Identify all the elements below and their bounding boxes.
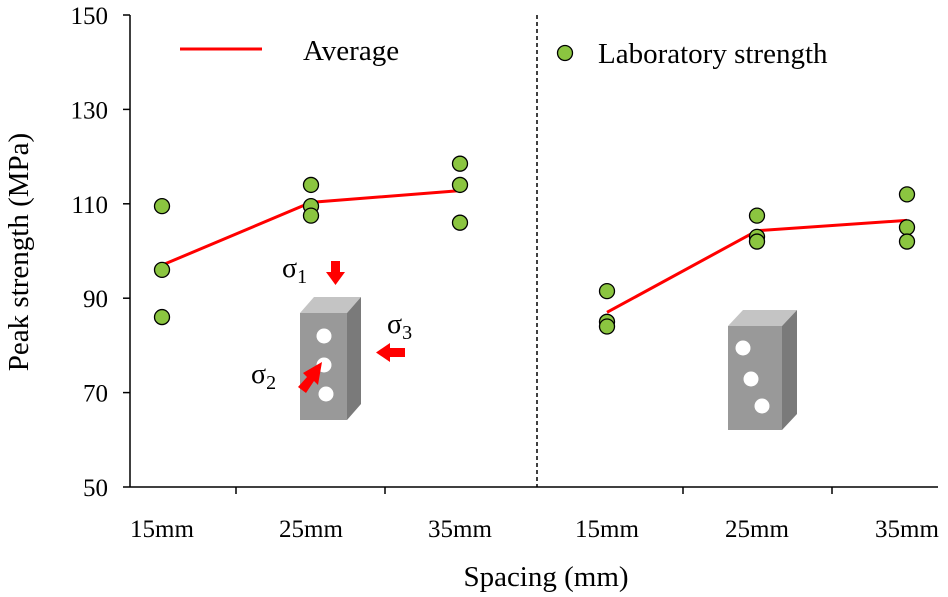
specimen-block-1 <box>300 297 361 420</box>
legend-average-label: Average <box>303 35 399 67</box>
x-tick-label: 35mm <box>875 516 939 543</box>
block-side-face <box>347 297 361 420</box>
y-tick-label: 130 <box>71 97 109 124</box>
specimen-block-2 <box>728 310 797 430</box>
legend-laboratory-swatch <box>556 44 574 62</box>
block-top-face <box>728 310 797 326</box>
y-axis-title: Peak strength (MPa) <box>3 133 35 371</box>
laboratory-point <box>153 308 171 326</box>
block-side-face <box>782 310 797 430</box>
x-tick-label: 15mm <box>130 516 194 543</box>
laboratory-point <box>898 186 916 203</box>
block-hole <box>735 340 751 356</box>
stress-labels: σ1 σ3 σ2 <box>251 253 412 394</box>
block-top-face <box>300 297 361 313</box>
y-tick-label: 70 <box>83 381 108 408</box>
sigma3-arrow <box>376 343 405 362</box>
x-tick-label: 25mm <box>725 516 789 543</box>
x-axis-title: Spacing (mm) <box>463 561 628 593</box>
x-ticks: 15mm 25mm 35mm 15mm 25mm 35mm <box>130 487 939 543</box>
y-tick-label: 110 <box>71 192 108 219</box>
laboratory-point <box>898 233 916 250</box>
laboratory-point <box>302 207 320 224</box>
sigma2-arrow <box>298 362 322 393</box>
laboratory-point <box>598 282 616 300</box>
axes <box>129 15 938 488</box>
laboratory-point <box>451 214 469 231</box>
laboratory-point <box>748 207 766 224</box>
laboratory-point <box>302 176 320 194</box>
legend: Average Laboratory strength <box>180 35 828 70</box>
y-tick-label: 50 <box>83 475 108 502</box>
laboratory-point <box>748 233 766 250</box>
x-tick-label: 15mm <box>575 516 639 543</box>
laboratory-point <box>898 219 916 236</box>
y-tick-label: 150 <box>71 3 109 30</box>
laboratory-point <box>451 176 469 194</box>
series-layer <box>153 155 916 335</box>
stress-arrows <box>298 261 405 393</box>
legend-laboratory-label: Laboratory strength <box>598 38 828 70</box>
laboratory-point <box>451 155 469 172</box>
sigma3-label: σ3 <box>387 309 412 344</box>
y-ticks: 50 70 90 110 130 150 <box>71 3 130 502</box>
block-hole <box>754 398 770 414</box>
block-hole <box>743 371 759 387</box>
y-tick-label: 90 <box>83 286 108 313</box>
block-hole <box>316 328 332 344</box>
sigma2-label: σ2 <box>251 359 276 394</box>
laboratory-point <box>153 198 171 215</box>
sigma1-arrow <box>326 261 345 285</box>
x-tick-label: 35mm <box>428 516 492 543</box>
block-hole <box>318 386 334 402</box>
laboratory-point <box>153 261 171 279</box>
x-tick-label: 25mm <box>279 516 343 543</box>
laboratory-point <box>598 318 616 335</box>
sigma1-label: σ1 <box>282 253 307 288</box>
